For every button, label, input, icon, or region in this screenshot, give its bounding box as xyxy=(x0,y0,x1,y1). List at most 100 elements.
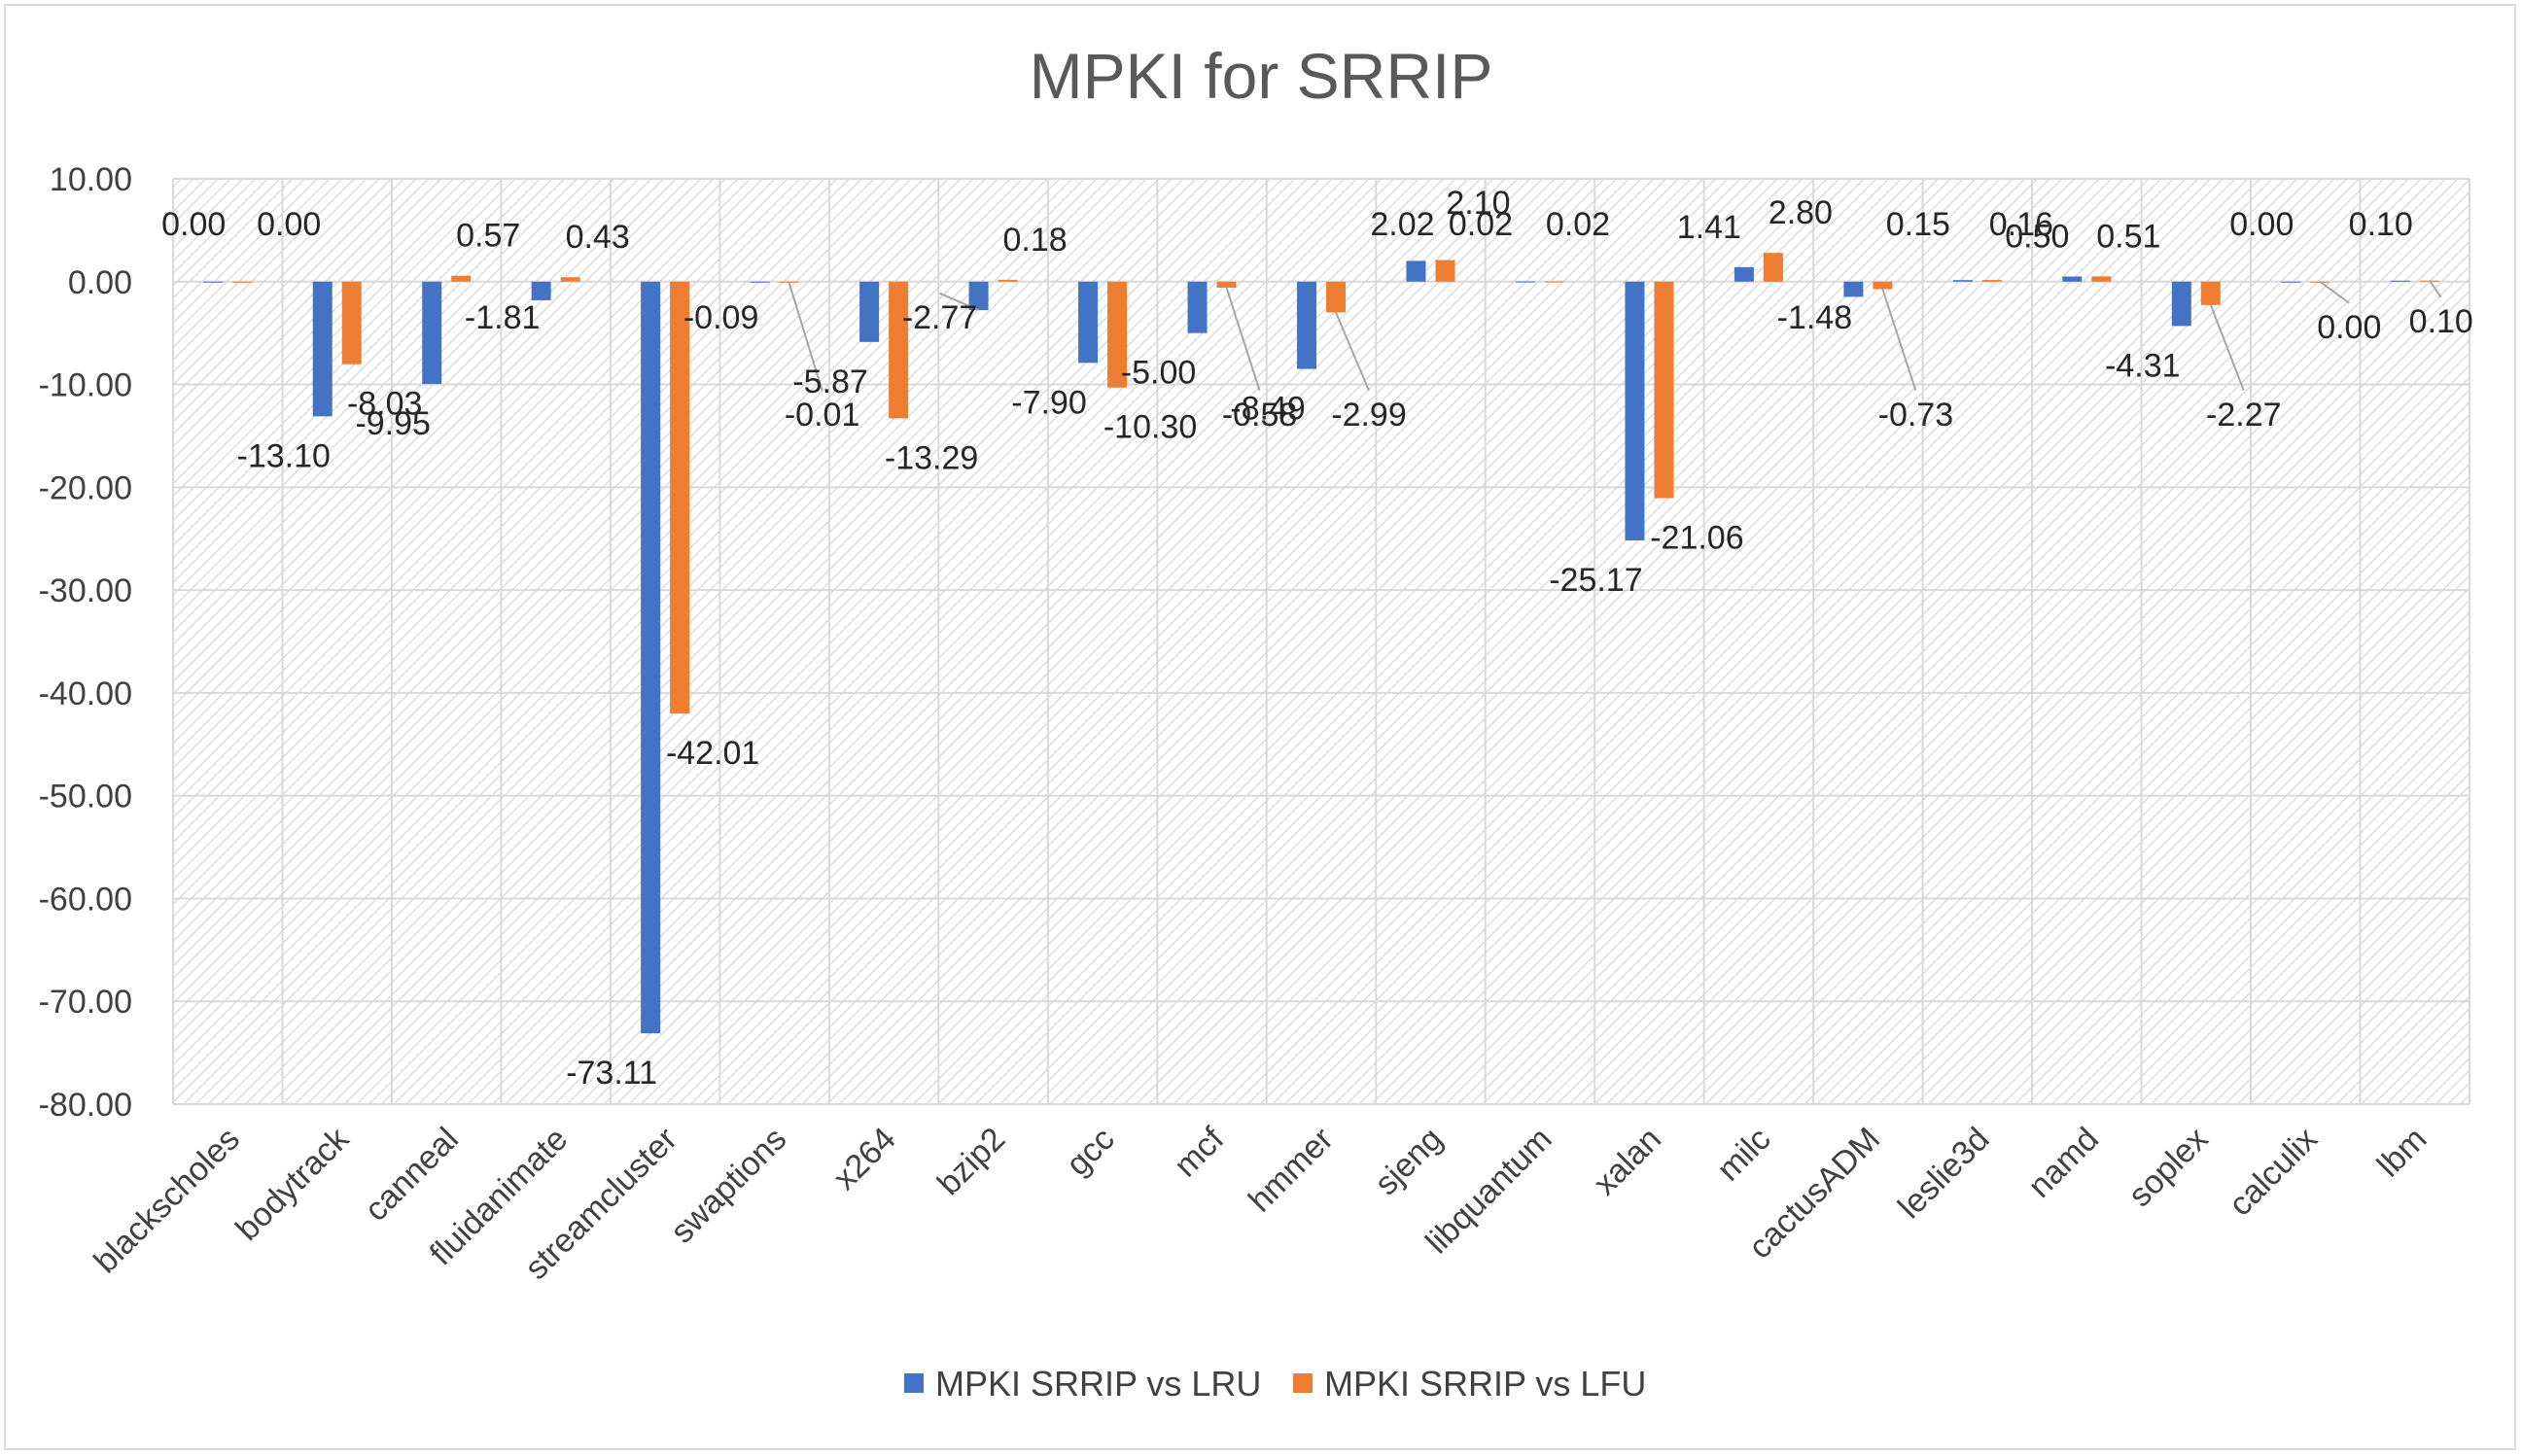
bar xyxy=(1981,280,2002,282)
bar xyxy=(2091,276,2112,282)
data-label: -2.27 xyxy=(2206,397,2282,433)
bar xyxy=(2281,281,2301,283)
leader-lines xyxy=(788,280,2442,392)
bar xyxy=(1078,281,1099,364)
data-label: -0.09 xyxy=(683,299,759,336)
bar xyxy=(560,277,580,282)
y-tick-label: -30.00 xyxy=(39,572,132,609)
data-label: -13.29 xyxy=(885,439,978,476)
bar xyxy=(232,281,253,283)
data-label: 2.10 xyxy=(1446,185,1510,222)
x-tick-label: blackscholes xyxy=(87,1121,247,1281)
bars xyxy=(203,253,2439,1034)
data-label: -0.58 xyxy=(1222,397,1298,433)
bar xyxy=(422,281,442,385)
data-label: -21.06 xyxy=(1650,520,1743,557)
data-label: 0.51 xyxy=(2096,218,2160,255)
data-label: 0.00 xyxy=(2317,309,2381,346)
bar xyxy=(2062,276,2083,282)
data-label: -2.99 xyxy=(1331,397,1407,433)
leader-line xyxy=(939,292,979,311)
bar xyxy=(998,279,1018,282)
leader-line xyxy=(1881,289,1917,392)
data-label: -8.03 xyxy=(347,386,423,423)
leader-line xyxy=(788,282,823,392)
data-label: -1.48 xyxy=(1777,299,1853,336)
bar xyxy=(859,281,880,342)
y-tick-label: -60.00 xyxy=(39,881,132,918)
bar xyxy=(1544,281,1564,283)
bar xyxy=(2390,280,2410,282)
leader-line xyxy=(2209,304,2245,392)
x-tick-label: mcf xyxy=(1168,1120,1232,1184)
data-label: -73.11 xyxy=(566,1055,657,1092)
leader-line xyxy=(2319,280,2350,304)
y-tick-label: -50.00 xyxy=(39,779,132,815)
bar xyxy=(1406,260,1426,282)
x-tick-label: bzip2 xyxy=(930,1121,1012,1202)
bar xyxy=(341,281,362,364)
data-labels: 0.00 -13.10 -9.95 -1.81 -73.11 -0.09 -5.87 -2.7… xyxy=(161,185,2473,1092)
data-label: -2.77 xyxy=(902,299,978,336)
x-tick-label: lbm xyxy=(2370,1121,2434,1185)
bar xyxy=(889,281,909,419)
plot-area xyxy=(173,179,2469,1104)
x-tick-label: xalan xyxy=(1587,1121,1668,1202)
data-label: -5.00 xyxy=(1121,355,1197,392)
data-label: -5.87 xyxy=(792,364,868,400)
data-label: 0.00 xyxy=(257,206,321,243)
data-label: -10.30 xyxy=(1103,409,1197,446)
chart-title: MPKI for SRRIP xyxy=(1029,40,1493,112)
y-tick-label: -10.00 xyxy=(39,367,132,404)
bar xyxy=(312,281,333,417)
data-label: -7.90 xyxy=(1011,384,1087,421)
bar xyxy=(1843,281,1864,297)
bar xyxy=(203,281,224,283)
data-label: -4.31 xyxy=(2105,347,2181,384)
data-label: 0.10 xyxy=(2409,303,2473,340)
bar xyxy=(1107,281,1128,388)
y-tick-label: -70.00 xyxy=(39,984,132,1021)
bar xyxy=(451,275,472,282)
leader-line xyxy=(1225,287,1261,392)
data-label: 0.10 xyxy=(2349,206,2413,243)
bar xyxy=(1654,281,1674,499)
data-label: 0.02 xyxy=(1546,206,1610,243)
x-tick-label: namd xyxy=(2021,1121,2106,1205)
bar xyxy=(779,281,799,283)
y-tick-label: 10.00 xyxy=(50,161,132,198)
bar xyxy=(1216,281,1237,288)
data-label: -25.17 xyxy=(1549,562,1642,599)
data-label: 0.00 xyxy=(161,206,226,243)
y-axis-tick-labels: 10.00 0.00 -10.00 -20.00 -30.00 -40.00 -50.00 -… xyxy=(39,161,132,1124)
legend-label: MPKI SRRIP vs LFU xyxy=(1324,1364,1646,1404)
y-tick-label: -20.00 xyxy=(39,469,132,506)
bar xyxy=(968,281,989,311)
data-label: 0.16 xyxy=(1989,206,2053,243)
grid-lines xyxy=(172,178,2470,1105)
bar xyxy=(2200,281,2221,305)
data-label: -0.73 xyxy=(1878,397,1954,433)
x-tick-label: bodytrack xyxy=(228,1120,357,1248)
data-label: -0.01 xyxy=(785,397,860,433)
bar xyxy=(1734,266,1754,282)
x-tick-label: gcc xyxy=(1059,1121,1121,1183)
y-tick-label: -80.00 xyxy=(39,1087,132,1124)
bar xyxy=(1952,280,1973,282)
legend-swatch xyxy=(1293,1373,1313,1393)
data-label: 0.00 xyxy=(2229,206,2294,243)
data-label: 0.02 xyxy=(1449,206,1513,243)
data-label: -42.01 xyxy=(666,735,759,772)
data-label: -8.49 xyxy=(1230,391,1306,428)
x-tick-label: swaptions xyxy=(663,1121,793,1251)
bar xyxy=(670,281,690,714)
bar xyxy=(2171,281,2191,327)
bar xyxy=(1873,281,1893,290)
data-label: 0.43 xyxy=(566,219,630,256)
legend-swatch xyxy=(904,1373,924,1393)
x-tick-label: soplex xyxy=(2121,1121,2215,1214)
x-tick-label: x264 xyxy=(826,1121,903,1197)
x-tick-label: calculix xyxy=(2222,1121,2325,1224)
